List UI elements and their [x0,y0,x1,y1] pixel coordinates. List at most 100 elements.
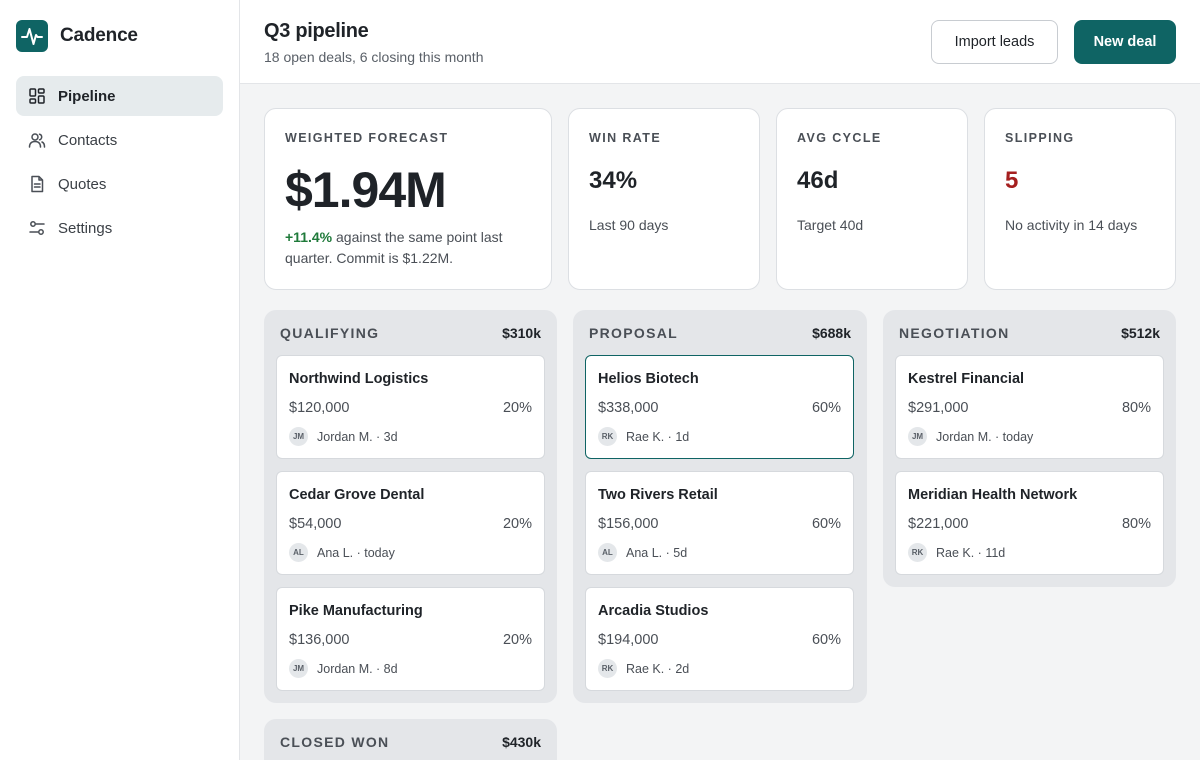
deal-owner: RK Rae K. · 1d [598,427,689,446]
stat-note: Last 90 days [589,217,669,233]
owner-text: Ana L. · 5d [626,545,688,560]
stat-label: WEIGHTED FORECAST [285,131,449,145]
deal-owner: AL Ana L. · today [289,543,395,562]
avg-cycle-card: AVG CYCLE 46d Target 40d [776,108,968,290]
sidebar-item-contacts[interactable]: Contacts [16,120,223,160]
deal-probability: 80% [1121,516,1151,532]
stat-note: +11.4% against the same point last quart… [285,227,535,269]
deal-name: Two Rivers Retail [598,487,718,503]
deal-name: Pike Manufacturing [289,603,423,619]
deal-owner: JM Jordan M. · today [908,427,1033,446]
column-proposal: PROPOSAL $688k Helios Biotech $338,000 6… [573,310,867,703]
deal-owner: AL Ana L. · 5d [598,543,687,562]
column-total: $688k [812,325,851,341]
deal-card[interactable]: Arcadia Studios $194,000 60% RK Rae K. ·… [585,587,854,691]
avatar: RK [908,543,927,562]
column-title: QUALIFYING [280,325,380,341]
document-icon [28,175,46,193]
deal-name: Northwind Logistics [289,371,429,387]
owner-text: Jordan M. · today [936,429,1034,444]
deal-amount: $136,000 [289,632,350,648]
deal-owner: RK Rae K. · 11d [908,543,1005,562]
owner-text: Jordan M. · 3d [317,429,398,444]
deal-name: Helios Biotech [598,371,699,387]
column-total: $430k [502,734,541,750]
column-title: CLOSED WON [280,734,390,750]
deal-probability: 20% [502,400,532,416]
stat-value: 46d [797,167,839,194]
avatar: JM [289,427,308,446]
deal-probability: 20% [502,516,532,532]
deal-card[interactable]: Two Rivers Retail $156,000 60% AL Ana L.… [585,471,854,575]
sliders-icon [28,219,46,237]
avatar: AL [598,543,617,562]
avatar: JM [289,659,308,678]
slipping-card: SLIPPING 5 No activity in 14 days [984,108,1176,290]
deal-probability: 20% [502,632,532,648]
stat-note: No activity in 14 days [1005,217,1138,233]
page-subtitle: 18 open deals, 6 closing this month [264,49,484,65]
stat-note: Target 40d [797,217,864,233]
column-closed-won: CLOSED WON $430k [264,719,557,760]
sidebar-item-pipeline[interactable]: Pipeline [16,76,223,116]
import-leads-button[interactable]: Import leads [931,20,1058,64]
sidebar-item-label: Quotes [58,175,107,193]
deal-card-selected[interactable]: Helios Biotech $338,000 60% RK Rae K. · … [585,355,854,459]
deal-amount: $194,000 [598,632,659,648]
sidebar-item-quotes[interactable]: Quotes [16,164,223,204]
owner-text: Jordan M. · 8d [317,661,398,676]
brand[interactable]: Cadence [16,20,138,52]
avatar: RK [598,427,617,446]
column-negotiation: NEGOTIATION $512k Kestrel Financial $291… [883,310,1176,587]
stat-value: 34% [589,167,638,194]
owner-text: Rae K. · 1d [626,429,690,444]
page-title: Q3 pipeline [264,20,369,42]
deal-amount: $221,000 [908,516,969,532]
pulse-logo-icon [16,20,48,52]
stat-label: SLIPPING [1005,131,1075,145]
owner-text: Rae K. · 11d [936,545,1006,560]
win-rate-card: WIN RATE 34% Last 90 days [568,108,760,290]
deal-probability: 60% [811,516,841,532]
page-header: Q3 pipeline 18 open deals, 6 closing thi… [240,0,1200,84]
sidebar-nav: Pipeline Contacts Quotes [16,76,223,252]
deal-card[interactable]: Pike Manufacturing $136,000 20% JM Jorda… [276,587,545,691]
new-deal-button[interactable]: New deal [1074,20,1176,64]
stat-note-text: against the same point last quarter. Com… [285,229,503,266]
deal-card[interactable]: Meridian Health Network $221,000 80% RK … [895,471,1164,575]
stat-label: AVG CYCLE [797,131,882,145]
deal-probability: 60% [811,632,841,648]
deal-name: Kestrel Financial [908,371,1025,387]
deal-card[interactable]: Northwind Logistics $120,000 20% JM Jord… [276,355,545,459]
column-title: NEGOTIATION [899,325,1010,341]
avatar: RK [598,659,617,678]
column-title: PROPOSAL [589,325,678,341]
avatar: AL [289,543,308,562]
deal-amount: $291,000 [908,400,969,416]
avatar: JM [908,427,927,446]
sidebar: Cadence Pipeline Contacts [0,0,240,760]
sidebar-item-settings[interactable]: Settings [16,208,223,248]
users-icon [28,131,46,149]
deal-name: Cedar Grove Dental [289,487,425,503]
deal-card[interactable]: Kestrel Financial $291,000 80% JM Jordan… [895,355,1164,459]
grid-icon [28,87,46,105]
column-total: $310k [502,325,541,341]
stat-label: WIN RATE [589,131,662,145]
deal-probability: 60% [811,400,841,416]
deal-owner: RK Rae K. · 2d [598,659,689,678]
owner-text: Ana L. · today [317,545,395,560]
weighted-forecast-card: WEIGHTED FORECAST $1.94M +11.4% against … [264,108,552,290]
stat-value: $1.94M [285,162,447,218]
deal-card[interactable]: Cedar Grove Dental $54,000 20% AL Ana L.… [276,471,545,575]
sidebar-item-label: Contacts [58,131,118,149]
column-total: $512k [1121,325,1160,341]
app-name: Cadence [60,25,138,46]
deal-owner: JM Jordan M. · 3d [289,427,398,446]
column-qualifying: QUALIFYING $310k Northwind Logistics $12… [264,310,557,703]
sidebar-item-label: Settings [58,219,113,237]
deal-amount: $338,000 [598,400,659,416]
deal-amount: $156,000 [598,516,659,532]
stat-value: 5 [1005,167,1019,194]
deal-name: Meridian Health Network [908,487,1078,503]
